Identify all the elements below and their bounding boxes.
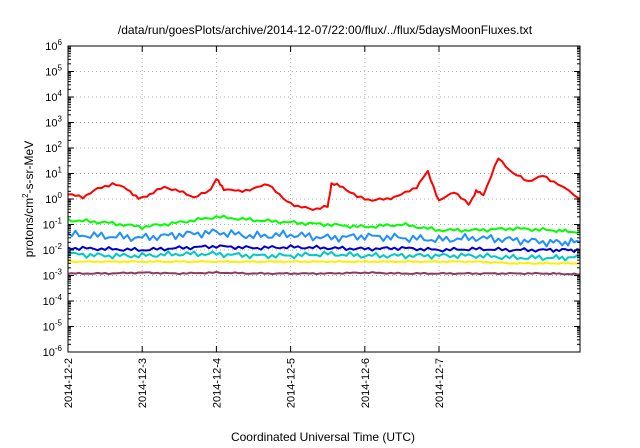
- grid: [68, 45, 580, 353]
- y-tick-label: 10-6: [43, 344, 63, 359]
- y-axis-title: protons/cm2-s-sr-MeV: [21, 141, 36, 257]
- y-axis: 106 105 104 103 102 101 100 10-1 10-2 10-3 10-4 10-…: [43, 38, 580, 359]
- x-tick-label: 2014-12-6: [360, 358, 372, 408]
- y-tick-label: 10-5: [43, 319, 63, 334]
- y-tick-label: 104: [45, 89, 62, 104]
- y-tick-label: 10-3: [43, 268, 63, 283]
- y-tick-label: 102: [45, 140, 62, 155]
- y-tick-label: 106: [45, 38, 62, 53]
- series-line-7: [67, 271, 581, 276]
- y-tick-label: 105: [45, 64, 62, 79]
- x-axis-title: Coordinated Universal Time (UTC): [231, 430, 415, 444]
- x-tick-label: 2014-12-7: [434, 358, 446, 408]
- x-tick-label: 2014-12-3: [137, 358, 149, 408]
- y-tick-label: 10-4: [43, 293, 63, 308]
- y-tick-label: 103: [45, 115, 62, 130]
- y-axis-title-part-1: protons/cm: [22, 198, 36, 257]
- y-axis-title-exponent: 2: [21, 193, 30, 198]
- y-axis-title-part-2: -s-sr-MeV: [22, 141, 36, 194]
- x-tick-label: 2014-12-4: [211, 358, 223, 408]
- x-tick-label: 2014-12-2: [63, 358, 75, 408]
- series-line-2: [67, 214, 581, 234]
- y-tick-label: 10-2: [43, 242, 63, 257]
- x-axis: 2014-12-2 2014-12-3 2014-12-4 2014-12-5 2014…: [63, 46, 446, 408]
- y-tick-label: 10-1: [43, 217, 63, 232]
- chart-title: /data/run/goesPlots/archive/2014-12-07/2…: [118, 23, 533, 37]
- series-line-3: [67, 228, 581, 248]
- series-line-5: [67, 250, 581, 262]
- y-tick-label: 101: [45, 166, 62, 181]
- series-line-1: [67, 157, 581, 211]
- series-line-6: [67, 259, 581, 265]
- y-tick-label: 100: [45, 191, 62, 206]
- series-layer: [67, 157, 581, 276]
- series-line-4: [67, 244, 581, 253]
- x-tick-label: 2014-12-5: [286, 358, 298, 408]
